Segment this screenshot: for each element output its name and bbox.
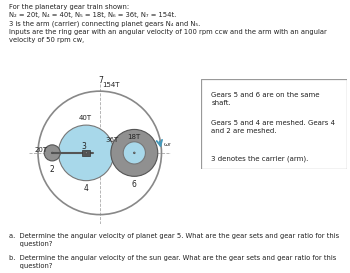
- Circle shape: [58, 125, 114, 181]
- Text: a.  Determine the angular velocity of planet gear 5. What are the gear sets and : a. Determine the angular velocity of pla…: [9, 233, 339, 247]
- Circle shape: [85, 152, 87, 154]
- Text: 6: 6: [132, 180, 137, 189]
- Text: 2: 2: [50, 165, 55, 174]
- Text: 40T: 40T: [78, 115, 91, 121]
- Text: 20T: 20T: [35, 147, 48, 153]
- FancyBboxPatch shape: [83, 150, 90, 156]
- Text: b.  Determine the angular velocity of the sun gear. What are the gear sets and g: b. Determine the angular velocity of the…: [9, 255, 336, 269]
- Text: 3: 3: [81, 142, 86, 151]
- FancyBboxPatch shape: [201, 79, 346, 169]
- Circle shape: [111, 129, 158, 176]
- Circle shape: [51, 152, 53, 153]
- Text: 18T: 18T: [128, 134, 141, 140]
- Circle shape: [44, 145, 60, 161]
- Text: 7: 7: [99, 76, 103, 85]
- Text: Gears 5 and 4 are meshed. Gears 4
and 2 are meshed.: Gears 5 and 4 are meshed. Gears 4 and 2 …: [211, 120, 335, 134]
- Text: 4: 4: [84, 184, 89, 193]
- Text: 36T: 36T: [105, 137, 119, 143]
- Text: Gears 5 and 6 are on the same
shaft.: Gears 5 and 6 are on the same shaft.: [211, 92, 320, 106]
- Text: 154T: 154T: [102, 82, 120, 88]
- Text: 3 denotes the carrier (arm).: 3 denotes the carrier (arm).: [211, 155, 309, 162]
- Circle shape: [134, 152, 135, 154]
- Text: For the planetary gear train shown:
N₂ = 20t, N₄ = 40t, N₅ = 18t, N₆ = 36t, N₇ =: For the planetary gear train shown: N₂ =…: [9, 4, 327, 43]
- Text: ω₇: ω₇: [163, 142, 171, 147]
- Circle shape: [123, 142, 145, 164]
